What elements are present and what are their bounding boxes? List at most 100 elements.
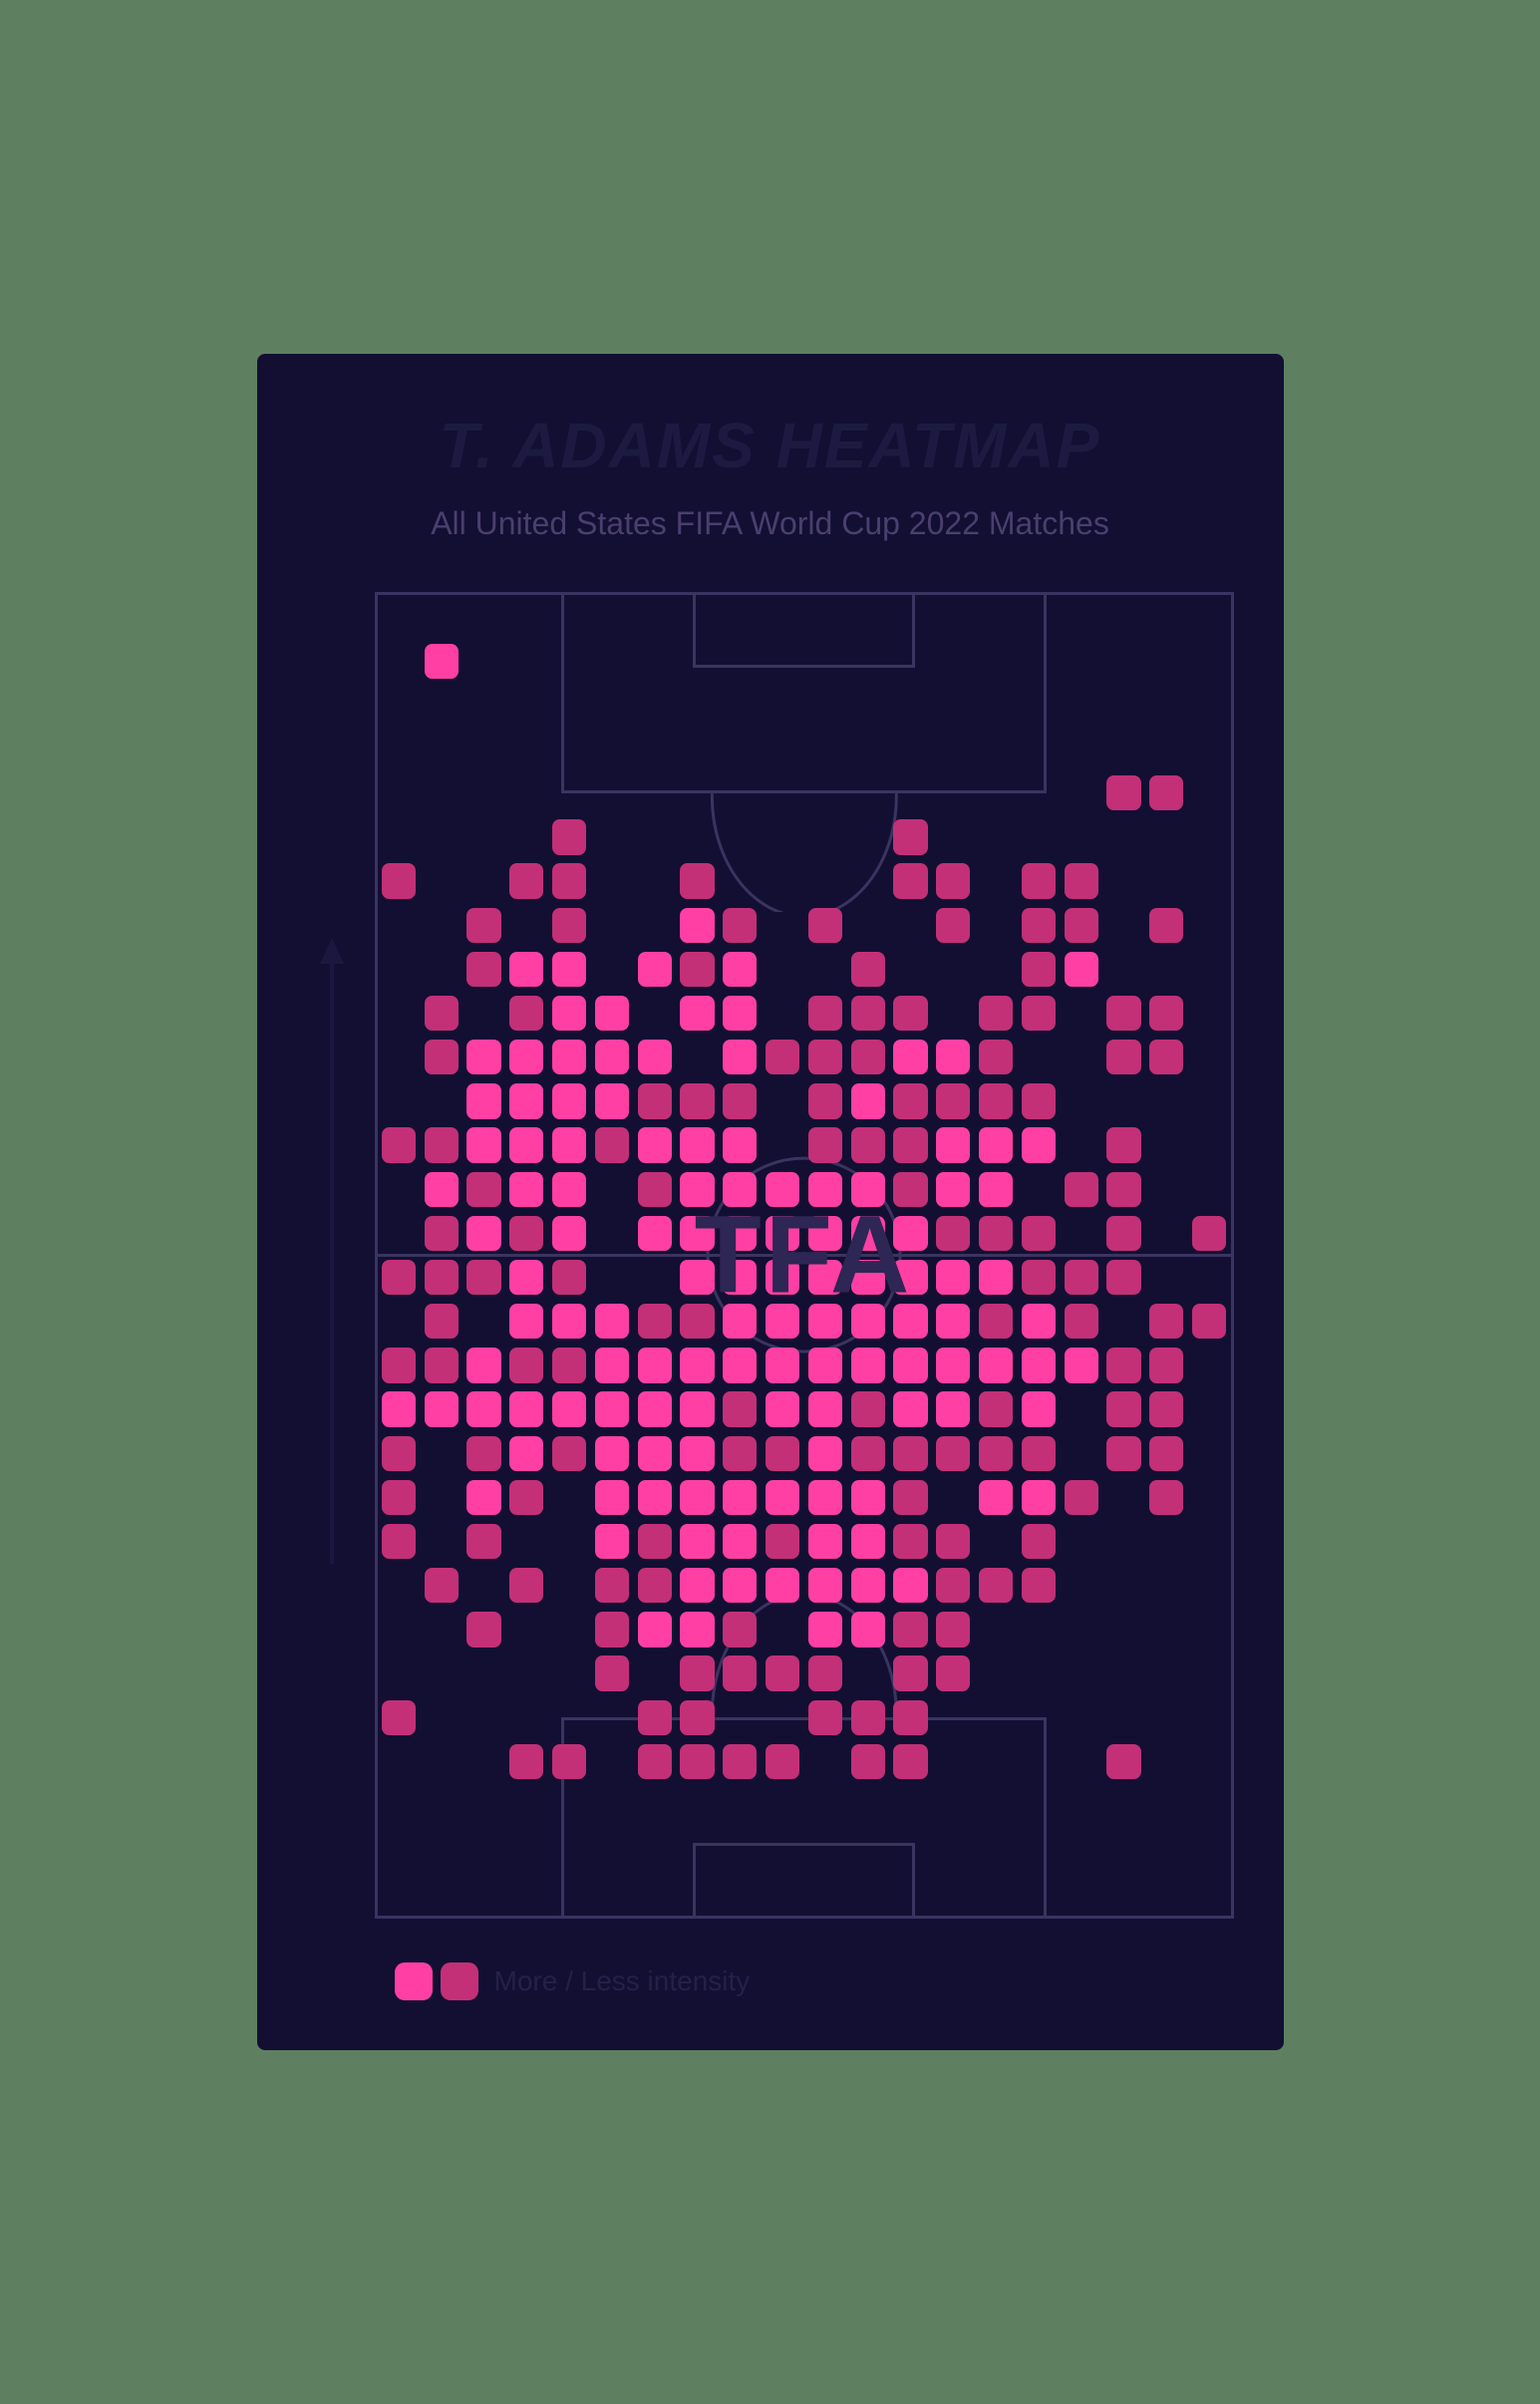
heat-cell xyxy=(1106,996,1140,1031)
heat-cell xyxy=(552,863,586,898)
heat-cell xyxy=(638,1216,672,1251)
heat-cell xyxy=(638,1436,672,1471)
heat-cell xyxy=(936,1216,970,1251)
heat-cell xyxy=(552,1260,586,1295)
heat-cell xyxy=(382,1436,416,1471)
heat-cell xyxy=(638,1700,672,1735)
heat-cell xyxy=(680,1304,714,1339)
heat-cell xyxy=(808,1391,842,1426)
heat-cell xyxy=(595,1083,629,1118)
heat-cell xyxy=(936,1040,970,1074)
heat-cell xyxy=(466,1127,500,1162)
heat-cell xyxy=(723,1744,757,1779)
heat-cell xyxy=(851,1700,885,1735)
heat-cell xyxy=(723,1480,757,1515)
heat-cell xyxy=(808,1655,842,1690)
heat-cell xyxy=(680,1391,714,1426)
heat-cell xyxy=(893,1304,927,1339)
heat-cell xyxy=(1022,1568,1056,1603)
heat-cell xyxy=(936,1524,970,1559)
heat-cell xyxy=(595,996,629,1031)
heat-cell xyxy=(893,1172,927,1207)
heat-cell xyxy=(552,1304,586,1339)
heat-cell xyxy=(1149,1304,1183,1339)
heat-cell xyxy=(509,996,543,1031)
heat-cell xyxy=(638,1040,672,1074)
heat-cell xyxy=(851,1348,885,1382)
heat-cell xyxy=(595,1568,629,1603)
heat-cell xyxy=(680,1655,714,1690)
heat-cell xyxy=(723,1348,757,1382)
pitch: TFA xyxy=(375,592,1234,1919)
heat-cell xyxy=(723,1655,757,1690)
heat-cell xyxy=(509,1172,543,1207)
heat-cell xyxy=(466,952,500,987)
heat-cell xyxy=(638,1127,672,1162)
heat-cell xyxy=(680,1216,714,1251)
heat-cell xyxy=(509,1260,543,1295)
heat-cell xyxy=(595,1304,629,1339)
heat-cell xyxy=(808,996,842,1031)
heat-cell xyxy=(638,952,672,987)
heat-cell xyxy=(766,1524,799,1559)
heat-cell xyxy=(595,1040,629,1074)
heat-cell xyxy=(1022,863,1056,898)
heat-cell xyxy=(766,1216,799,1251)
heat-cell xyxy=(851,1083,885,1118)
heat-cell xyxy=(425,1040,459,1074)
heat-cell xyxy=(893,996,927,1031)
heat-cell xyxy=(509,1348,543,1382)
legend-swatch-less xyxy=(441,1962,478,2000)
heat-cell xyxy=(680,1436,714,1471)
heat-cell xyxy=(382,1260,416,1295)
heat-cell xyxy=(851,1480,885,1515)
heat-cell xyxy=(680,996,714,1031)
heat-cell xyxy=(766,1436,799,1471)
heat-cell xyxy=(425,1304,459,1339)
legend-label: More / Less intensity xyxy=(494,1965,751,1997)
heat-cell xyxy=(893,1524,927,1559)
heat-cell xyxy=(723,1216,757,1251)
heat-cell xyxy=(1149,908,1183,943)
heat-cell xyxy=(893,863,927,898)
heat-cell xyxy=(723,1391,757,1426)
heat-cell xyxy=(638,1480,672,1515)
page-title: T. ADAMS HEATMAP xyxy=(307,414,1234,477)
heat-cell xyxy=(851,1524,885,1559)
heat-cell xyxy=(851,1744,885,1779)
heat-cell xyxy=(979,1480,1013,1515)
heat-cell xyxy=(680,1348,714,1382)
heat-cell xyxy=(766,1348,799,1382)
heat-cell xyxy=(638,1391,672,1426)
heat-cell xyxy=(1022,952,1056,987)
heat-cell xyxy=(1022,1436,1056,1471)
heat-cell xyxy=(851,996,885,1031)
heat-cell xyxy=(425,1391,459,1426)
heat-cell xyxy=(893,1127,927,1162)
heat-cell xyxy=(851,1568,885,1603)
heat-cell xyxy=(1022,1524,1056,1559)
heat-cell xyxy=(808,1172,842,1207)
heat-cell xyxy=(1106,1216,1140,1251)
heat-cell xyxy=(1106,1040,1140,1074)
heat-cell xyxy=(851,1127,885,1162)
heat-cell xyxy=(1106,1172,1140,1207)
heat-cell xyxy=(723,908,757,943)
heat-cell xyxy=(466,1083,500,1118)
heat-cell xyxy=(979,1436,1013,1471)
heat-cell xyxy=(509,1040,543,1074)
heat-cell xyxy=(552,1348,586,1382)
heat-cell xyxy=(979,1260,1013,1295)
heat-cell xyxy=(638,1348,672,1382)
heat-cell xyxy=(680,863,714,898)
heat-cell xyxy=(509,1391,543,1426)
heat-cell xyxy=(1106,1127,1140,1162)
heat-cell xyxy=(766,1655,799,1690)
heat-cell xyxy=(1106,775,1140,810)
heat-cell xyxy=(509,952,543,987)
arrow-up-icon xyxy=(312,936,352,1574)
heat-cell xyxy=(638,1612,672,1647)
heat-cell xyxy=(466,1040,500,1074)
heat-cell xyxy=(466,1612,500,1647)
heat-cell xyxy=(979,1083,1013,1118)
